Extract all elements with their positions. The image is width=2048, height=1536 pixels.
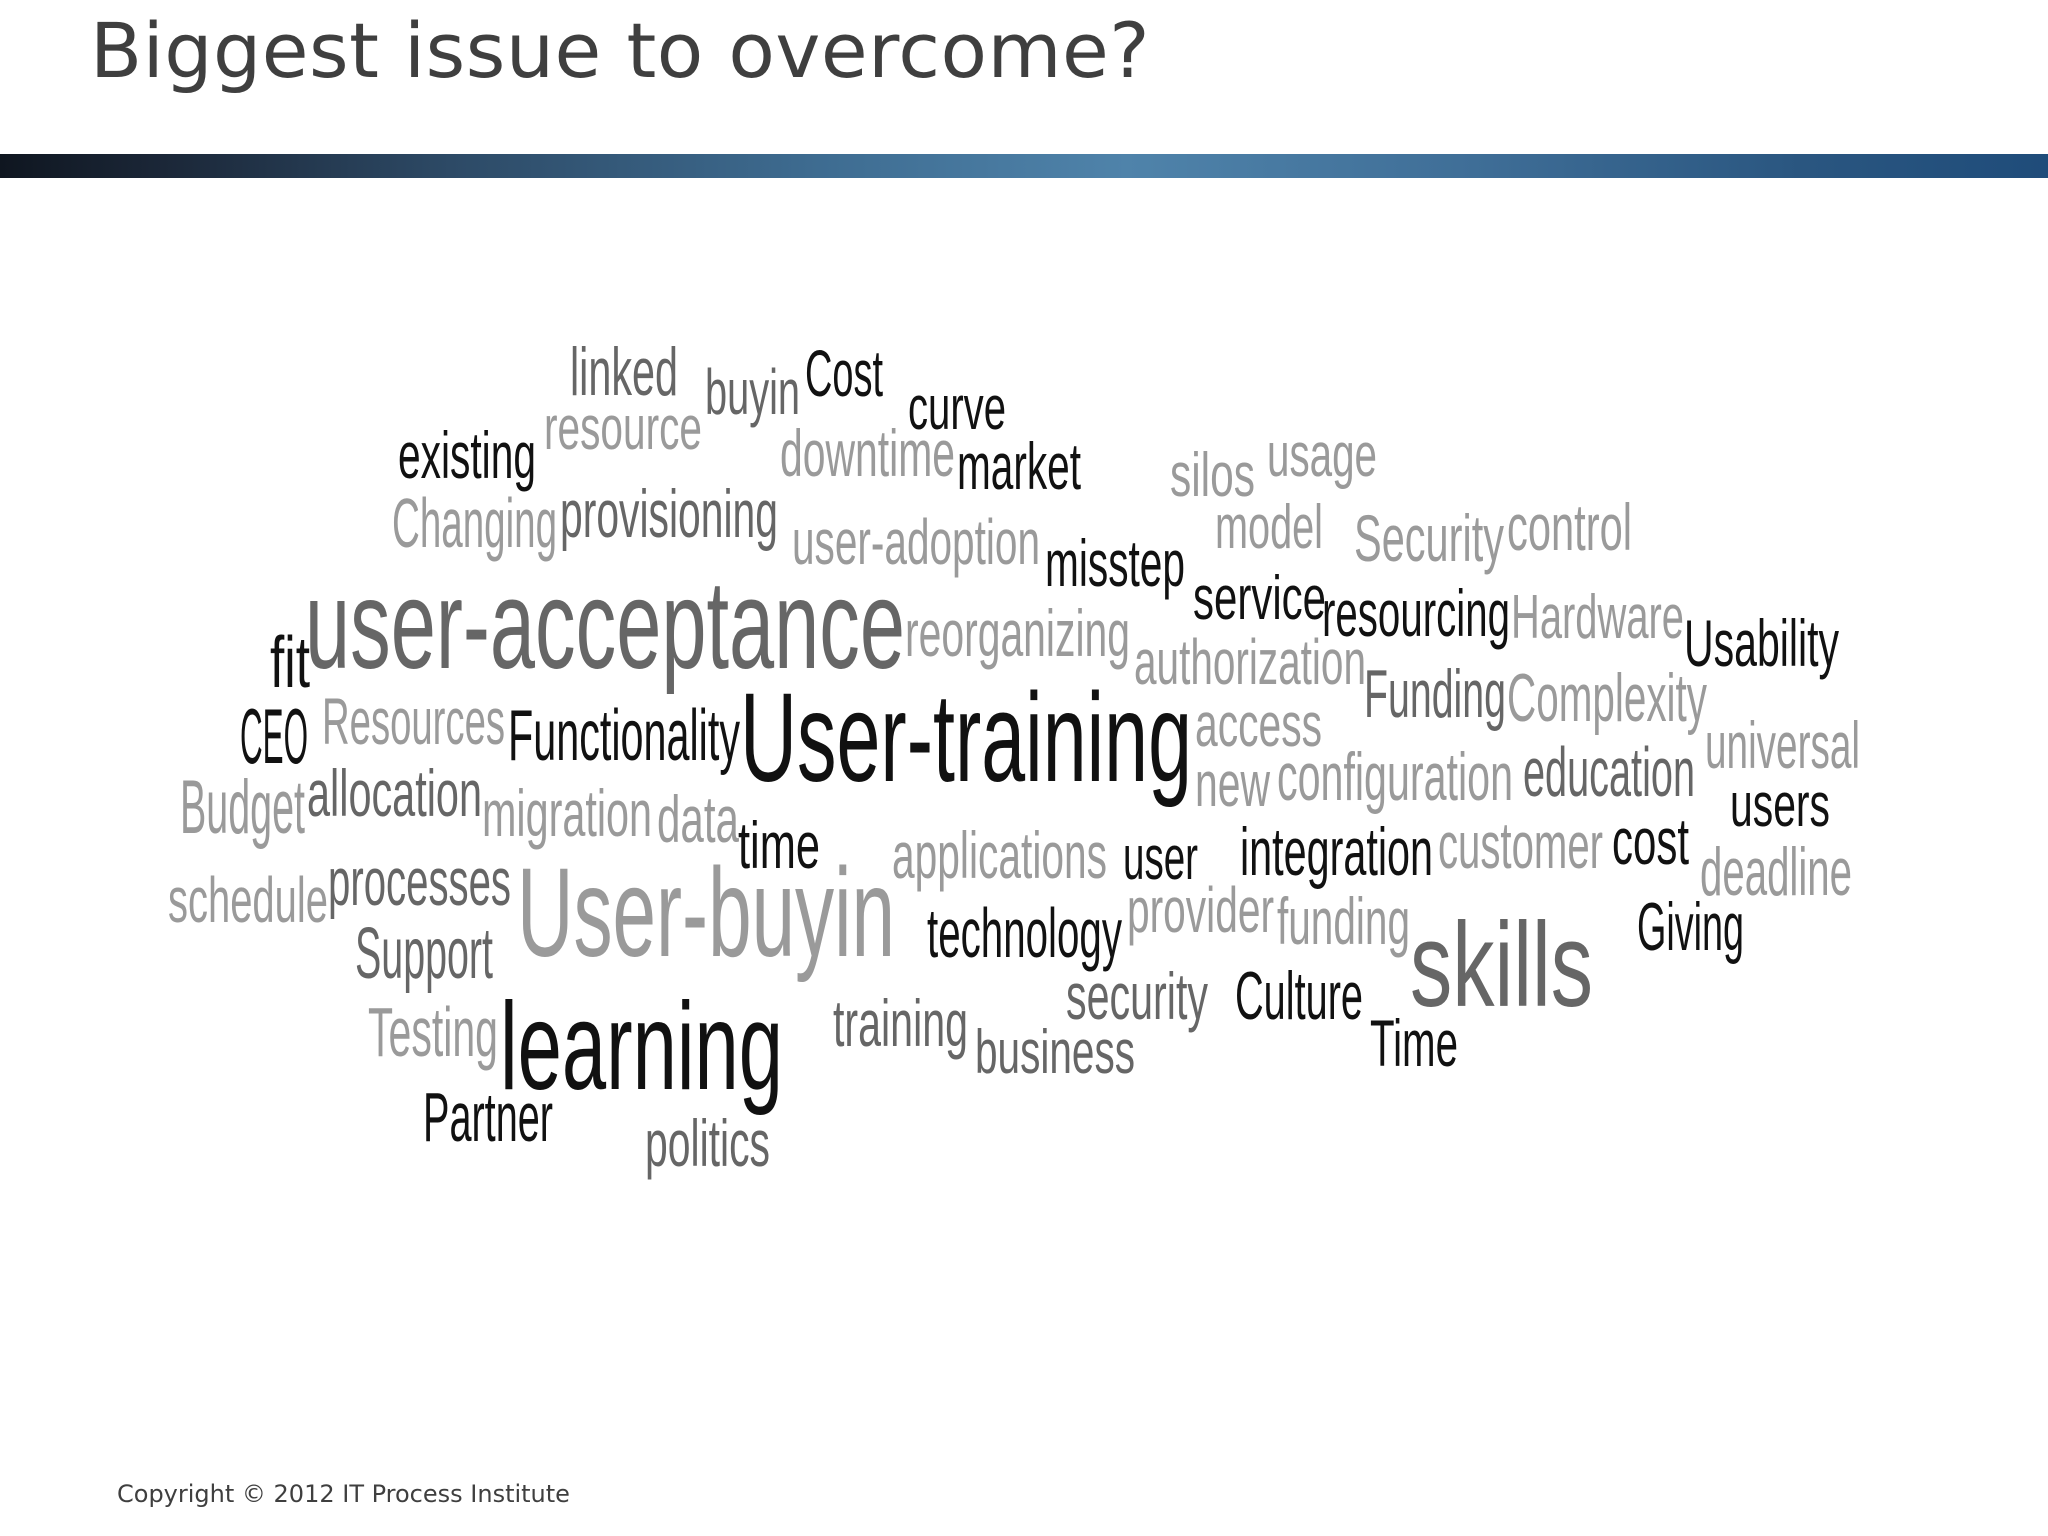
cloud-word: customer (1438, 808, 1603, 882)
cloud-word: deadline (1700, 834, 1852, 910)
cloud-word: control (1507, 490, 1632, 564)
cloud-word: resourcing (1322, 576, 1510, 650)
cloud-word: Complexity (1507, 660, 1707, 736)
cloud-word: CEO (240, 692, 308, 780)
cloud-word: Functionality (508, 696, 740, 776)
cloud-word: access (1195, 691, 1322, 760)
cloud-word: users (1730, 771, 1830, 840)
cloud-word: provisioning (560, 476, 778, 552)
cloud-word: Cost (805, 336, 883, 410)
cloud-word: security (1066, 959, 1208, 1033)
cloud-word: Budget (180, 765, 305, 850)
cloud-word: Changing (392, 484, 557, 562)
cloud-word: processes (328, 844, 511, 920)
cloud-word: usage (1267, 421, 1377, 490)
copyright-footer: Copyright © 2012 IT Process Institute (117, 1480, 570, 1508)
cloud-word: education (1523, 733, 1695, 811)
cloud-word: learning (500, 978, 783, 1116)
cloud-word: silos (1170, 441, 1255, 510)
cloud-word: Hardware (1511, 583, 1684, 652)
cloud-word: model (1215, 493, 1323, 562)
cloud-word: applications (892, 818, 1107, 892)
cloud-word: migration (482, 776, 652, 850)
cloud-word: business (975, 1018, 1135, 1087)
cloud-word: Partner (423, 1078, 553, 1156)
slide-title: Biggest issue to overcome? (90, 6, 1151, 95)
cloud-word: downtime (780, 416, 955, 490)
cloud-word: buyin (705, 356, 800, 428)
cloud-word: User-training (740, 667, 1192, 808)
cloud-word: cost (1612, 804, 1689, 878)
cloud-word: existing (398, 418, 536, 492)
cloud-word: market (957, 429, 1081, 503)
cloud-word: technology (927, 894, 1122, 972)
cloud-word: user-acceptance (305, 554, 905, 695)
cloud-word: data (657, 782, 739, 856)
cloud-word: Resources (322, 684, 505, 758)
cloud-word: training (833, 986, 968, 1060)
cloud-word: Security (1354, 501, 1504, 575)
cloud-word: reorganizing (905, 596, 1130, 670)
cloud-word: user (1123, 824, 1198, 893)
cloud-word: time (738, 808, 820, 882)
cloud-word: curve (908, 374, 1006, 443)
cloud-word: provider (1127, 874, 1274, 946)
cloud-word: Time (1370, 1006, 1458, 1080)
cloud-word: skills (1410, 898, 1593, 1032)
title-divider-bar (0, 154, 2048, 178)
cloud-word: linked (570, 334, 678, 410)
cloud-word: misstep (1045, 526, 1185, 600)
cloud-word: Usability (1684, 606, 1839, 680)
cloud-word: funding (1277, 884, 1410, 958)
cloud-word: schedule (168, 864, 328, 936)
cloud-word: configuration (1277, 739, 1513, 815)
cloud-word: Giving (1637, 889, 1744, 965)
cloud-word: Testing (368, 993, 498, 1071)
cloud-word: integration (1240, 814, 1433, 890)
cloud-word: fit (270, 623, 310, 703)
cloud-word: authorization (1134, 626, 1366, 698)
cloud-word: Funding (1364, 656, 1506, 732)
cloud-word: Support (355, 914, 493, 994)
cloud-word: resource (544, 394, 702, 463)
cloud-word: new (1195, 748, 1270, 820)
cloud-word: Culture (1235, 958, 1363, 1034)
cloud-word: politics (645, 1106, 770, 1180)
cloud-word: universal (1705, 708, 1860, 782)
cloud-word: User-buyin (517, 842, 895, 983)
cloud-word: allocation (307, 756, 482, 830)
cloud-word: service (1193, 564, 1326, 633)
cloud-word: user-adoption (792, 506, 1040, 578)
